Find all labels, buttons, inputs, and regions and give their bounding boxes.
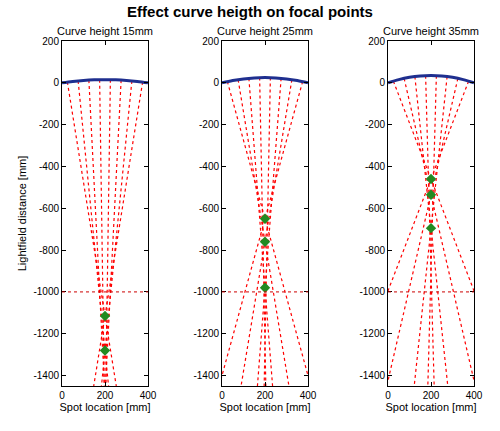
svg-text:200: 200: [42, 36, 59, 47]
svg-text:Spot location [mm]: Spot location [mm]: [59, 401, 150, 413]
svg-text:-600: -600: [199, 203, 219, 214]
svg-text:-400: -400: [365, 161, 385, 172]
svg-text:-600: -600: [365, 203, 385, 214]
svg-text:-800: -800: [39, 245, 59, 256]
svg-text:200: 200: [257, 390, 274, 401]
svg-text:-1400: -1400: [33, 370, 59, 381]
svg-text:Curve height 15mm: Curve height 15mm: [57, 25, 153, 37]
svg-text:200: 200: [202, 36, 219, 47]
svg-text:0: 0: [219, 390, 225, 401]
svg-text:Lightfield distance [mm]: Lightfield distance [mm]: [16, 156, 28, 272]
svg-text:400: 400: [300, 390, 317, 401]
svg-text:-1000: -1000: [359, 286, 385, 297]
svg-text:0: 0: [379, 77, 385, 88]
svg-text:200: 200: [368, 36, 385, 47]
svg-text:-1200: -1200: [193, 328, 219, 339]
svg-text:Curve height 25mm: Curve height 25mm: [217, 25, 313, 37]
svg-text:-1000: -1000: [193, 286, 219, 297]
svg-text:-400: -400: [39, 161, 59, 172]
svg-text:-200: -200: [39, 119, 59, 130]
svg-text:0: 0: [53, 77, 59, 88]
svg-text:-600: -600: [39, 203, 59, 214]
svg-text:-1000: -1000: [33, 286, 59, 297]
svg-text:200: 200: [97, 390, 114, 401]
svg-text:-200: -200: [365, 119, 385, 130]
svg-text:-1200: -1200: [359, 328, 385, 339]
svg-text:0: 0: [59, 390, 65, 401]
svg-text:Curve height 35mm: Curve height 35mm: [383, 25, 479, 37]
svg-text:400: 400: [466, 390, 483, 401]
svg-text:0: 0: [385, 390, 391, 401]
svg-text:Spot location [mm]: Spot location [mm]: [219, 401, 310, 413]
svg-text:Effect curve heigth on focal p: Effect curve heigth on focal points: [127, 3, 373, 20]
svg-text:200: 200: [423, 390, 440, 401]
svg-text:-800: -800: [365, 245, 385, 256]
svg-text:0: 0: [213, 77, 219, 88]
svg-text:Spot location [mm]: Spot location [mm]: [385, 401, 476, 413]
svg-text:-800: -800: [199, 245, 219, 256]
svg-text:-1400: -1400: [193, 370, 219, 381]
svg-text:-1400: -1400: [359, 370, 385, 381]
svg-text:-200: -200: [199, 119, 219, 130]
svg-text:-400: -400: [199, 161, 219, 172]
svg-text:-1200: -1200: [33, 328, 59, 339]
svg-text:400: 400: [140, 390, 157, 401]
